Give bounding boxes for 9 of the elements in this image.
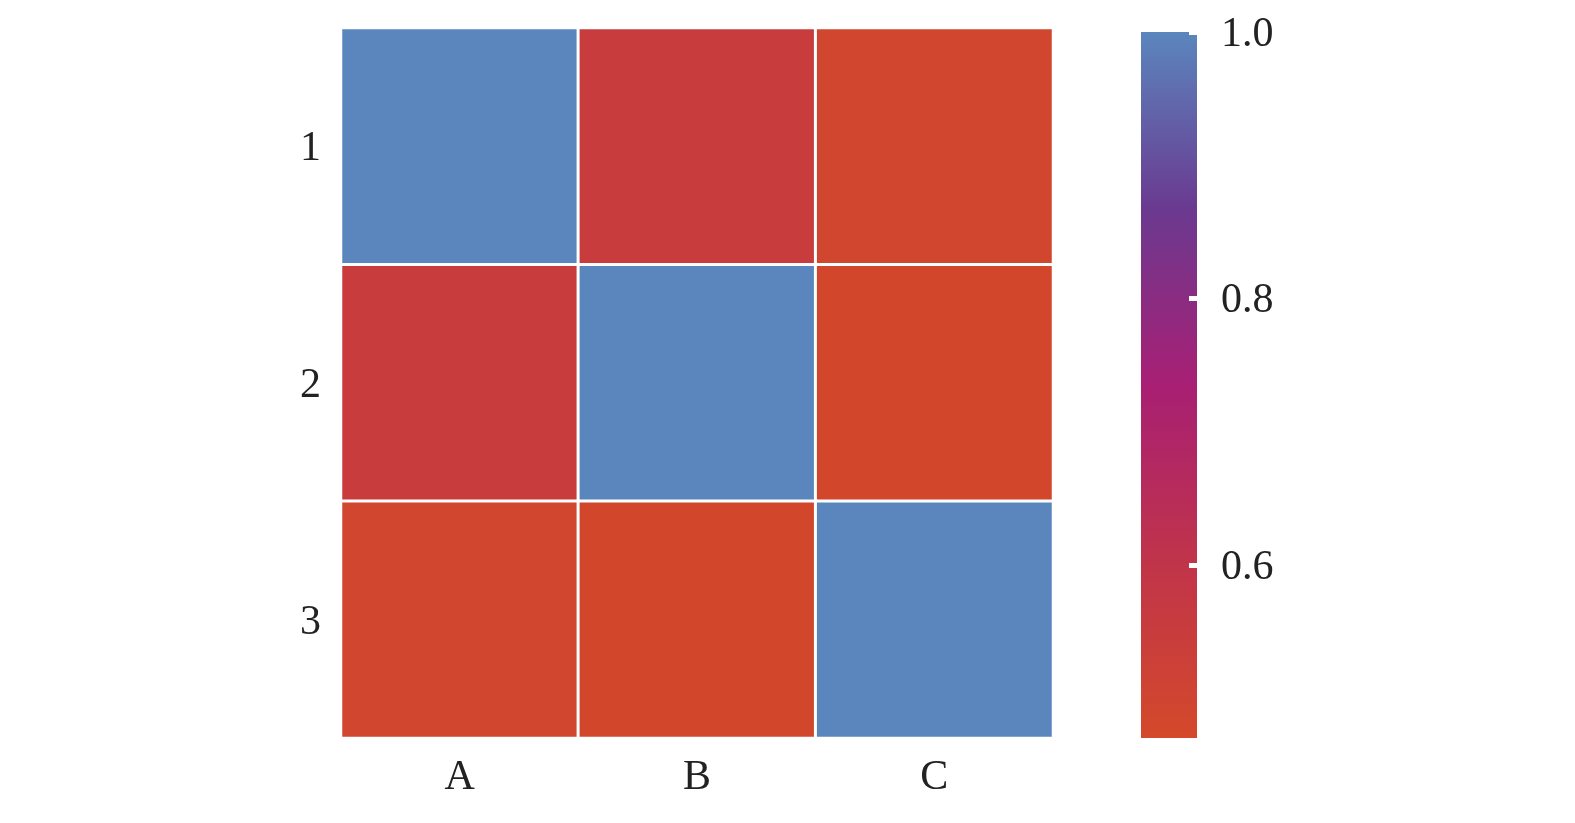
y-tick-label: 2 [300,360,321,406]
y-tick-label: 3 [300,596,321,643]
color-bar-label: 0.8 [1221,275,1274,322]
y-tick-label: 1 [300,123,321,170]
x-tick-label: C [920,752,949,798]
x-tick-label: B [682,752,712,798]
x-tick-label: A [444,752,476,798]
color-bar-label: 0.6 [1221,541,1274,588]
color-bar-label: 1.0 [1221,9,1274,55]
